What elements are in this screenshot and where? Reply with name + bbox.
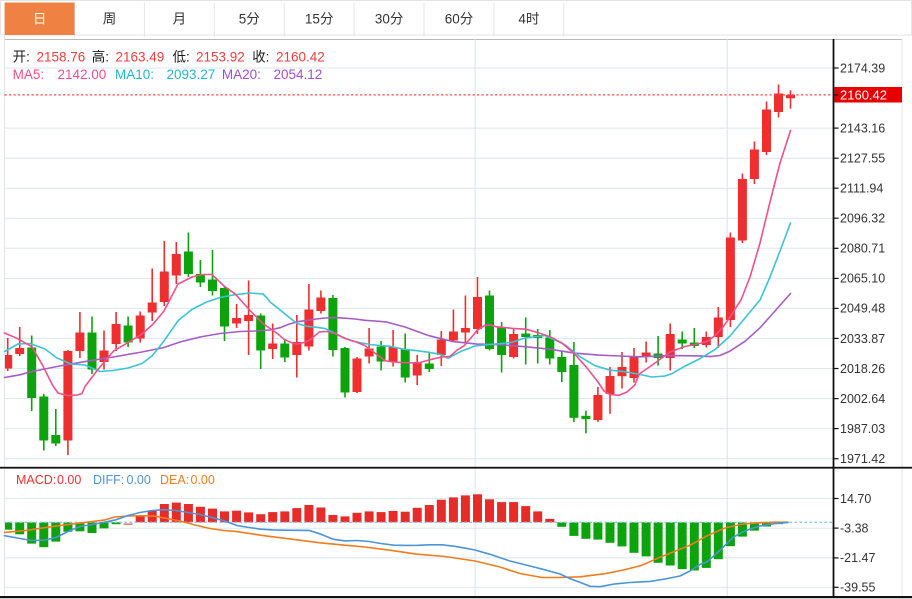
svg-text:DIFF:: DIFF: (93, 473, 124, 487)
svg-text:MA10:: MA10: (115, 67, 154, 82)
svg-text:0.00: 0.00 (191, 473, 215, 487)
svg-text:2018.26: 2018.26 (840, 362, 885, 376)
svg-text:1987.03: 1987.03 (840, 422, 885, 436)
svg-text:2163.49: 2163.49 (116, 49, 165, 64)
svg-text:MA5:: MA5: (13, 67, 45, 82)
svg-text:周: 周 (103, 12, 117, 27)
svg-text:低:: 低: (173, 49, 190, 64)
svg-text:2127.55: 2127.55 (840, 152, 885, 166)
svg-text:MACD:: MACD: (16, 473, 56, 487)
svg-text:2158.76: 2158.76 (37, 49, 86, 64)
svg-text:2033.87: 2033.87 (840, 332, 885, 346)
svg-text:1971.42: 1971.42 (840, 452, 885, 466)
svg-text:-39.55: -39.55 (840, 581, 875, 595)
svg-text:2080.71: 2080.71 (840, 242, 885, 256)
svg-text:MA20:: MA20: (222, 67, 261, 82)
svg-text:5分: 5分 (239, 12, 260, 27)
svg-text:30分: 30分 (375, 12, 404, 27)
svg-text:2153.92: 2153.92 (196, 49, 245, 64)
svg-text:2143.16: 2143.16 (840, 121, 885, 135)
svg-text:0.00: 0.00 (57, 473, 81, 487)
svg-text:2174.39: 2174.39 (840, 61, 885, 75)
svg-text:2096.32: 2096.32 (840, 212, 885, 226)
svg-text:2065.10: 2065.10 (840, 272, 885, 286)
svg-text:2160.42: 2160.42 (840, 88, 887, 103)
svg-text:2160.42: 2160.42 (276, 49, 325, 64)
svg-text:60分: 60分 (445, 12, 474, 27)
svg-text:2002.64: 2002.64 (840, 392, 885, 406)
svg-text:15分: 15分 (305, 12, 334, 27)
svg-text:2093.27: 2093.27 (167, 67, 216, 82)
svg-text:收:: 收: (252, 49, 269, 64)
svg-text:2142.00: 2142.00 (58, 67, 107, 82)
svg-text:-3.38: -3.38 (840, 521, 869, 535)
svg-text:4时: 4时 (518, 12, 539, 27)
svg-text:0.00: 0.00 (127, 473, 151, 487)
svg-text:月: 月 (173, 12, 187, 27)
svg-text:-21.47: -21.47 (840, 551, 875, 565)
svg-text:2054.12: 2054.12 (274, 67, 323, 82)
svg-text:DEA:: DEA: (160, 473, 189, 487)
svg-text:2111.94: 2111.94 (840, 182, 883, 196)
svg-text:日: 日 (33, 12, 47, 27)
svg-text:开:: 开: (13, 49, 30, 64)
svg-text:2049.48: 2049.48 (840, 302, 885, 316)
svg-text:高:: 高: (92, 48, 109, 64)
svg-text:14.70: 14.70 (840, 492, 871, 506)
